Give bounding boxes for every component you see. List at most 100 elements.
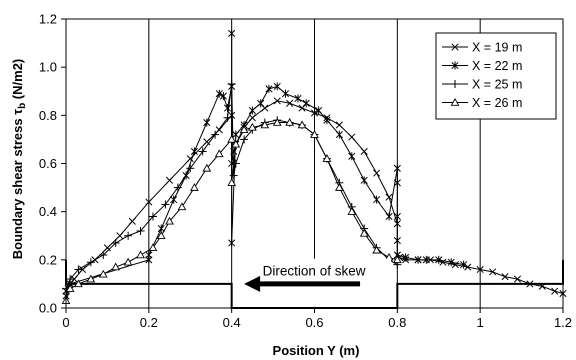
series-layer [61, 29, 567, 305]
x-axis-title: Position Y (m) [273, 343, 360, 358]
legend: X = 19 m X = 22 m X = 25 m X = 26 m [435, 32, 557, 120]
data-point [136, 250, 145, 259]
data-point [360, 176, 368, 185]
data-point [128, 217, 136, 225]
data-point [111, 238, 120, 247]
data-point [148, 212, 157, 221]
data-point [198, 147, 207, 156]
data-point [265, 84, 273, 93]
data-point [145, 198, 153, 206]
data-point [111, 262, 121, 271]
y-axis-title-text: Boundary shear stress [10, 118, 25, 259]
data-point [489, 268, 497, 276]
data-point [248, 114, 256, 122]
data-point [294, 94, 302, 103]
data-point [373, 195, 381, 204]
data-point [323, 116, 331, 125]
y-tick-label: 0.0 [39, 301, 57, 316]
data-point [86, 274, 96, 283]
x-tick-label: 0.6 [305, 315, 323, 330]
data-point [148, 243, 158, 252]
data-point [240, 135, 249, 144]
x-tick-label: 0 [62, 315, 69, 330]
annotation-text: Direction of skew [263, 263, 366, 278]
legend-item: X = 19 m [442, 41, 522, 55]
data-point [124, 231, 133, 240]
data-point [136, 226, 145, 235]
y-tick-label: 1.2 [39, 12, 57, 27]
data-point [248, 106, 256, 115]
data-point [402, 253, 410, 262]
data-point [74, 265, 83, 274]
data-point [273, 82, 281, 91]
legend-marker [451, 80, 459, 88]
legend-marker [450, 97, 460, 106]
data-point [372, 245, 381, 254]
data-point [460, 260, 468, 269]
data-point [165, 176, 174, 184]
data-point [161, 200, 170, 209]
series-line [65, 33, 464, 292]
data-point [257, 99, 265, 108]
y-tick-label: 0.2 [39, 252, 57, 267]
data-point [526, 280, 534, 288]
data-point [551, 287, 559, 295]
data-point [229, 171, 238, 180]
data-point [360, 147, 368, 156]
data-point [392, 255, 402, 264]
data-point [123, 257, 133, 266]
data-point [99, 251, 108, 260]
data-point [335, 130, 343, 139]
data-point [227, 178, 237, 187]
data-point [285, 118, 295, 126]
x-tick-label: 1.2 [554, 315, 572, 330]
data-point [231, 139, 241, 148]
y-axis-title: Boundary shear stress τb (N/m2) [10, 59, 28, 260]
x-tick-label: 1 [477, 315, 484, 330]
data-point [157, 224, 165, 233]
data-point [239, 125, 249, 134]
data-point [501, 273, 509, 281]
data-point [170, 195, 178, 204]
data-point [177, 202, 187, 211]
data-point [214, 149, 224, 158]
data-point [310, 109, 319, 117]
data-point [228, 29, 236, 38]
data-point [190, 183, 199, 191]
y-tick-label: 0.4 [39, 204, 57, 219]
legend-marker [451, 61, 459, 70]
data-point [476, 265, 484, 274]
y-tick-label: 0.6 [39, 156, 57, 171]
y-tick-label: 0.8 [39, 108, 57, 123]
data-point [98, 269, 108, 278]
data-point [232, 130, 240, 139]
data-point [359, 228, 369, 237]
data-point [447, 258, 455, 267]
legend-label: X = 26 m [472, 96, 522, 110]
y-tick-label: 1.0 [39, 60, 57, 75]
data-point [348, 133, 356, 141]
data-point [315, 106, 323, 115]
data-point [186, 164, 195, 173]
data-point [347, 207, 357, 215]
data-point [385, 212, 393, 221]
data-point [422, 255, 430, 264]
data-point [385, 193, 393, 201]
data-point [393, 212, 401, 221]
y-axis-title-unit: (N/m2) [10, 59, 25, 99]
legend-marker [451, 43, 459, 51]
data-point [202, 163, 212, 172]
data-point [165, 216, 174, 225]
x-tick-label: 0.8 [388, 315, 406, 330]
data-point [215, 89, 223, 98]
data-point [145, 251, 153, 260]
data-point [156, 231, 166, 240]
data-point [281, 89, 290, 98]
data-point [393, 178, 401, 187]
data-point [273, 97, 281, 105]
data-point [414, 255, 422, 264]
data-point [103, 244, 111, 252]
legend-label: X = 22 m [472, 59, 522, 73]
data-point [227, 134, 237, 143]
data-point [219, 92, 227, 101]
